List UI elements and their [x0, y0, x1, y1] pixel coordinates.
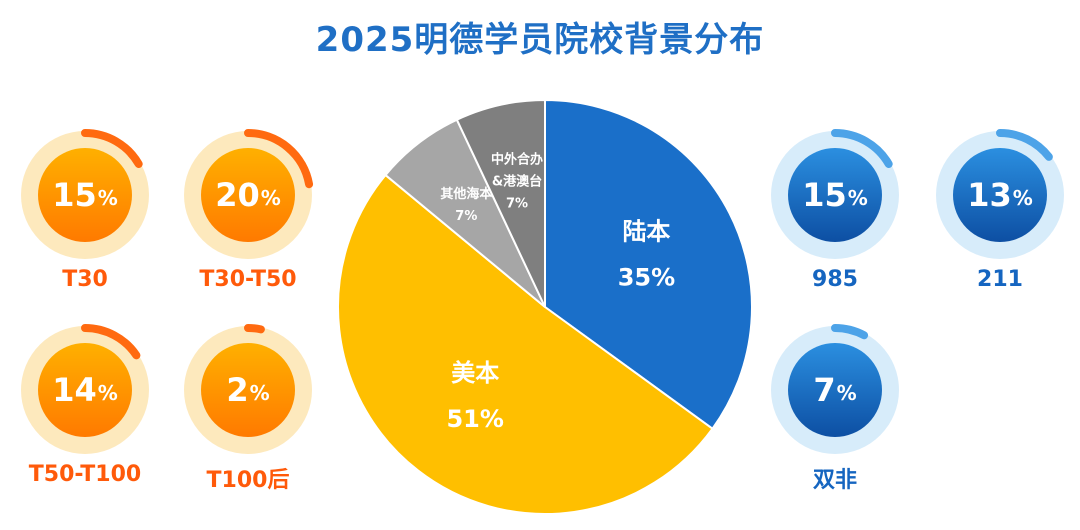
progress-ring: [936, 129, 1064, 259]
pie-category-label: 陆本: [622, 217, 670, 245]
badge-label: 211: [977, 267, 1023, 292]
ring-fill: [201, 343, 295, 437]
progress-arc: [81, 324, 141, 360]
badge-label: T100后: [206, 468, 290, 493]
page-title: 2025明德学员院校背景分布: [315, 20, 765, 60]
pie-slice: [455, 98, 546, 308]
pie-category-label: 其他海本: [440, 186, 492, 202]
pie-chart: 陆本 35% 美本 51% 其他海本 7% 中外合办&港澳台 7%: [337, 98, 753, 515]
badge-label: T30: [62, 267, 108, 292]
ring-fill: [953, 148, 1047, 242]
progress-ring: [771, 129, 899, 259]
badge-value: 13%: [967, 176, 1033, 214]
badge-value: 7%: [813, 371, 857, 409]
progress-ring: [184, 129, 314, 259]
badge-985: 15% 985: [765, 125, 905, 292]
badge-label: 985: [812, 267, 858, 292]
progress-arc: [81, 129, 143, 168]
badge-value: 15%: [802, 176, 868, 214]
progress-arc: [831, 129, 893, 168]
pie-value-label: 35%: [618, 263, 675, 291]
pie-value-label: 51%: [446, 405, 503, 433]
pie-slice: [544, 98, 753, 431]
pie-slice: [337, 173, 714, 515]
pie-category-label: 美本: [451, 359, 499, 387]
pie-category-label: &港澳台: [492, 173, 542, 189]
progress-arc: [244, 324, 265, 334]
progress-ring: [21, 129, 149, 259]
badge-t30-t50: 20% T30-T50: [178, 125, 318, 292]
badge-label: T50-T100: [28, 462, 142, 487]
badge-t30: 15% T30: [15, 125, 155, 292]
badge-double-non: 7% 双非: [765, 320, 905, 493]
ring-fill: [38, 343, 132, 437]
progress-arc: [831, 324, 869, 340]
badge-label: T30-T50: [199, 267, 297, 292]
progress-arc: [244, 129, 314, 189]
badge-value: 2%: [226, 371, 270, 409]
badge-label: 双非: [812, 468, 857, 493]
badge-value: 14%: [52, 371, 118, 409]
ring-fill: [38, 148, 132, 242]
pie-value-label: 7%: [506, 196, 528, 211]
ring-fill: [201, 148, 295, 242]
badge-t100-plus: 2% T100后: [178, 320, 318, 493]
badge-value: 20%: [215, 176, 281, 214]
ring-fill: [788, 148, 882, 242]
progress-ring: [771, 324, 899, 454]
badge-211: 13% 211: [930, 125, 1070, 292]
badge-value: 15%: [52, 176, 118, 214]
progress-ring: [184, 324, 312, 454]
progress-ring: [21, 324, 149, 454]
progress-arc: [996, 129, 1053, 161]
badge-t50-t100: 14% T50-T100: [15, 320, 155, 487]
pie-category-label: 中外合办: [491, 151, 543, 167]
ring-fill: [788, 343, 882, 437]
pie-value-label: 7%: [455, 209, 477, 224]
